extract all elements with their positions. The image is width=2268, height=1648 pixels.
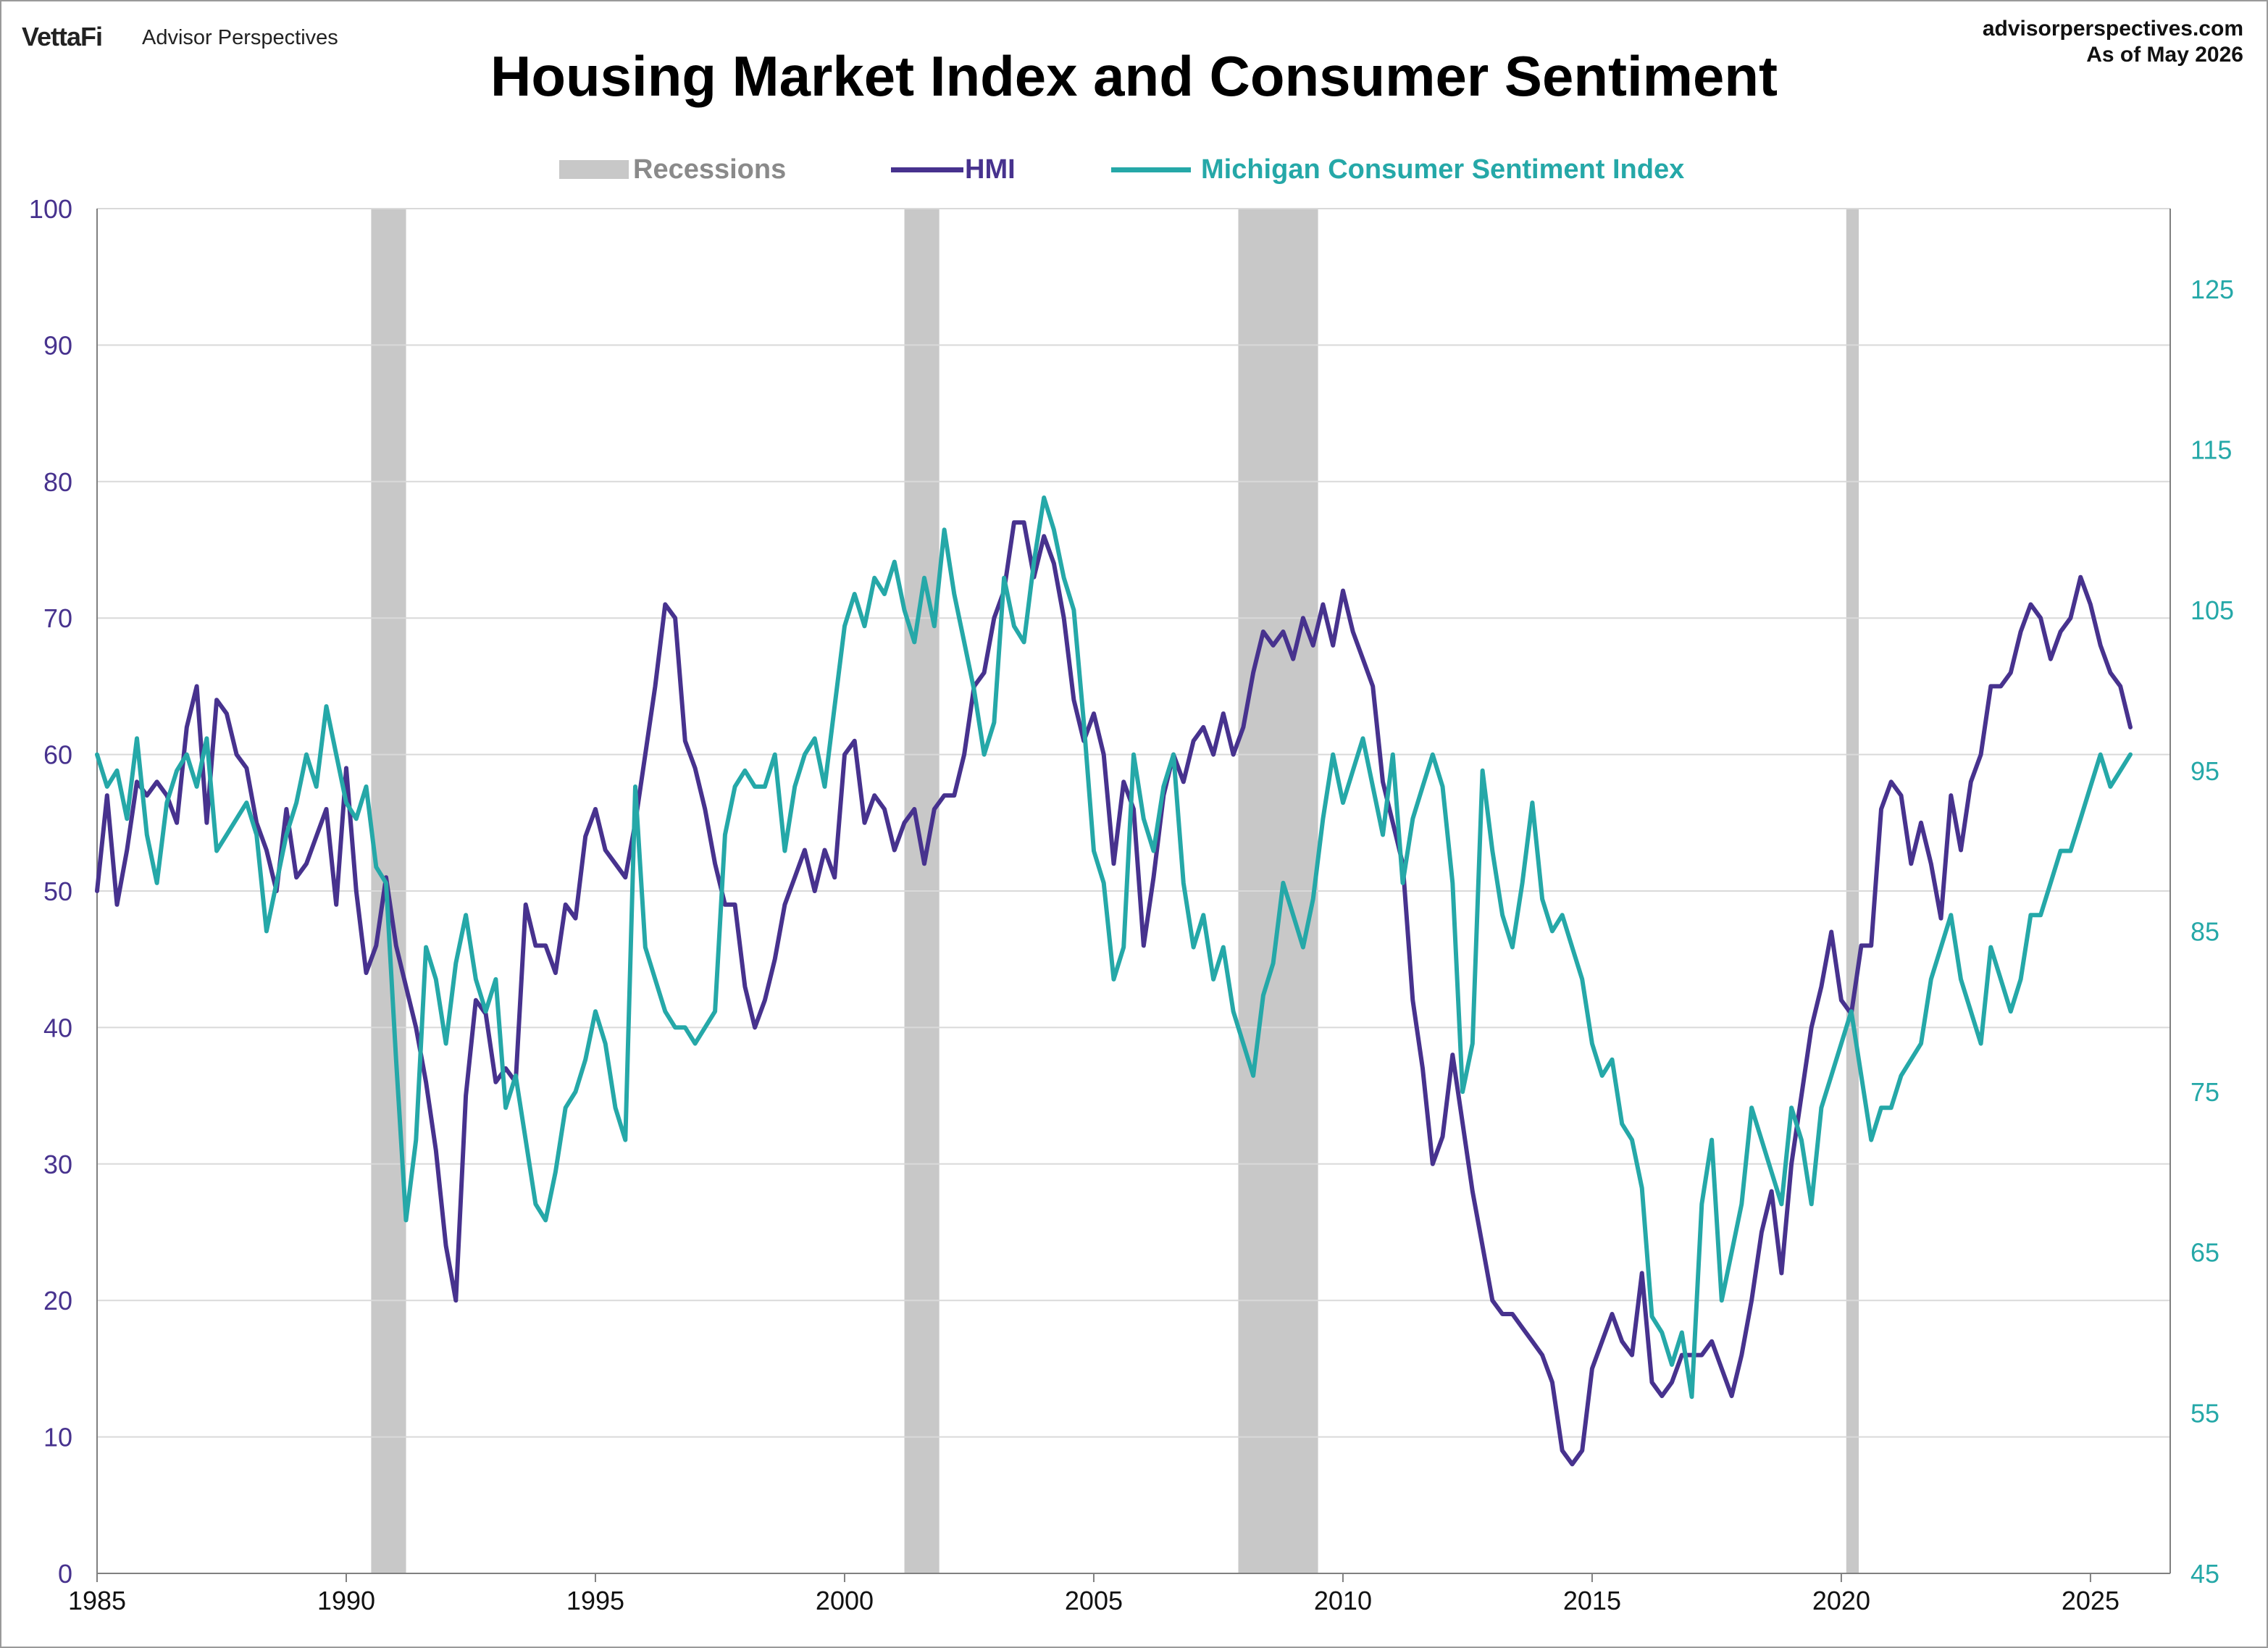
chart-legend: Recessions HMI Michigan Consumer Sentime… [1,149,2267,190]
y-right-tick-115: 115 [2190,435,2232,464]
y-right-tick-125: 125 [2190,275,2234,304]
x-tick-2025: 2025 [2062,1586,2120,1615]
y-right-tick-45: 45 [2190,1559,2219,1589]
chart-title: Housing Market Index and Consumer Sentim… [490,44,1778,108]
y-left-tick-40: 40 [43,1013,72,1042]
y-left-tick-0: 0 [58,1559,72,1589]
y-right-tick-95: 95 [2190,756,2219,786]
y-left-tick-80: 80 [43,467,72,497]
x-tick-2005: 2005 [1065,1586,1123,1615]
hmi-series-line [95,520,2133,1467]
brand-subtitle: Advisor Perspectives [142,26,338,49]
legend-hmi: HMI [891,149,1016,190]
legend-sentiment-label: Michigan Consumer Sentiment Index [1201,154,1685,185]
legend-hmi-label: HMI [965,154,1016,185]
x-tick-1995: 1995 [566,1586,624,1615]
legend-recessions-label: Recessions [633,154,787,185]
y-right-tick-55: 55 [2190,1398,2219,1428]
y-left-tick-50: 50 [43,877,72,906]
y-right-tick-75: 75 [2190,1077,2219,1107]
x-tick-1990: 1990 [317,1586,375,1615]
y-left-tick-20: 20 [43,1286,72,1316]
y-left-tick-70: 70 [43,603,72,633]
x-tick-1985: 1985 [68,1586,126,1615]
legend-sentiment: Michigan Consumer Sentiment Index [1111,149,1684,190]
vettafi-logo: VettaFi [22,22,103,51]
x-tick-2010: 2010 [1314,1586,1372,1615]
y-right-tick-85: 85 [2190,916,2219,946]
legend-recessions: Recessions [559,149,786,190]
source-note: advisorperspectives.com As of May 2026 [1983,16,2243,68]
y-left-tick-100: 100 [29,194,72,224]
y-left-tick-30: 30 [43,1150,72,1179]
y-left-tick-60: 60 [43,740,72,770]
legend-recessions-swatch [559,160,629,179]
source-url: advisorperspectives.com [1982,17,2243,41]
x-tick-2020: 2020 [1812,1586,1870,1615]
as-of-date: As of May 2026 [2086,43,2243,67]
x-tick-2000: 2000 [816,1586,874,1615]
y-right-tick-105: 105 [2190,595,2234,625]
legend-sentiment-swatch [1111,167,1191,172]
x-tick-2015: 2015 [1563,1586,1621,1615]
y-left-tick-10: 10 [43,1423,72,1452]
legend-hmi-swatch [891,167,963,172]
sentiment-series-line [95,495,2133,1400]
y-right-tick-65: 65 [2190,1238,2219,1268]
y-left-tick-90: 90 [43,330,72,360]
